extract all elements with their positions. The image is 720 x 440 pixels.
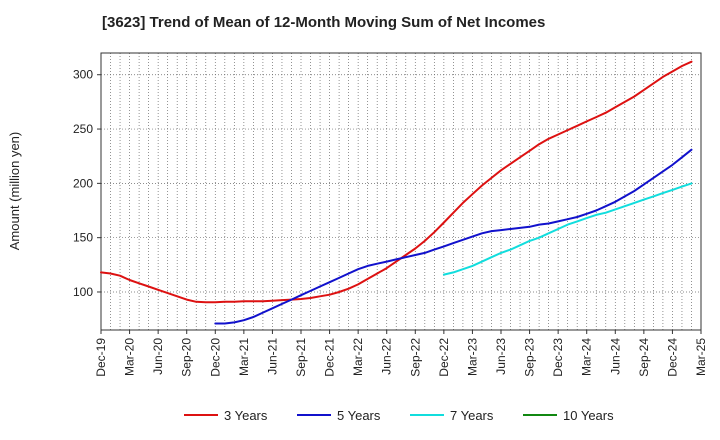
y-axis: 100 150 200 250 300	[73, 68, 101, 299]
x-tick-label: Mar-24	[580, 338, 594, 376]
x-tick-label: Sep-22	[408, 338, 422, 377]
x-tick-label: Mar-21	[237, 338, 251, 376]
x-tick-label: Mar-25	[694, 338, 708, 376]
chart-title: [3623] Trend of Mean of 12-Month Moving …	[102, 14, 546, 31]
series-line-3-years	[100, 60, 693, 304]
plot-frame	[100, 52, 702, 331]
x-tick-label: Dec-20	[208, 338, 222, 377]
legend-label-10-years: 10 Years	[563, 408, 614, 423]
x-tick-label: Sep-21	[294, 338, 308, 377]
x-tick-label: Dec-22	[437, 338, 451, 377]
x-tick-label: Jun-23	[494, 338, 508, 375]
x-tick-label: Sep-23	[523, 338, 537, 377]
x-tick-label: Sep-20	[180, 338, 194, 377]
x-tick-label: Dec-24	[665, 338, 679, 377]
y-tick-label: 100	[73, 285, 93, 299]
x-tick-label: Jun-20	[151, 338, 165, 375]
y-tick-label: 200	[73, 176, 93, 190]
x-tick-label: Mar-23	[465, 338, 479, 376]
plot-background	[101, 53, 701, 330]
x-tick-label: Jun-21	[265, 338, 279, 375]
y-tick-label: 300	[73, 68, 93, 82]
x-tick-label: Dec-23	[551, 338, 565, 377]
y-tick-label: 250	[73, 122, 93, 136]
series-layer	[100, 60, 693, 325]
series-line-5-years	[214, 148, 693, 325]
grid-layer	[101, 53, 701, 330]
legend: 3 Years 5 Years 7 Years 10 Years	[184, 408, 614, 423]
x-tick-label: Jun-24	[608, 338, 622, 375]
x-tick-label: Sep-24	[637, 338, 651, 377]
y-axis-label: Amount (million yen)	[7, 132, 22, 251]
x-tick-label: Jun-22	[380, 338, 394, 375]
legend-label-3-years: 3 Years	[224, 408, 268, 423]
series-line-7-years	[442, 182, 693, 276]
x-tick-label: Mar-22	[351, 338, 365, 376]
legend-label-7-years: 7 Years	[450, 408, 494, 423]
x-tick-label: Dec-19	[94, 338, 108, 377]
x-tick-label: Dec-21	[323, 338, 337, 377]
x-tick-label: Mar-20	[123, 338, 137, 376]
x-axis: Dec-19 Mar-20 Jun-20 Sep-20 Dec-20 Mar-21 Jun-…	[94, 330, 708, 377]
y-tick-label: 150	[73, 231, 93, 245]
legend-label-5-years: 5 Years	[337, 408, 381, 423]
